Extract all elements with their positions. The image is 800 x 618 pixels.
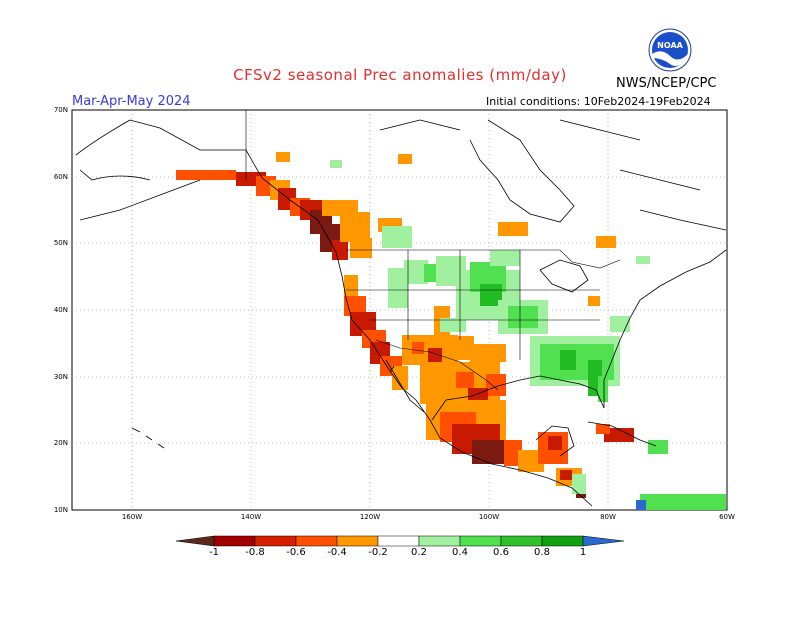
dry-anomaly-shading xyxy=(176,152,634,498)
colorbar-label: 0.4 xyxy=(452,547,468,558)
colorbar-label: -0.2 xyxy=(368,547,388,558)
lat-label: 60N xyxy=(53,173,68,181)
lat-label: 50N xyxy=(53,239,68,247)
lon-label: 100W xyxy=(478,513,500,521)
lat-label: 30N xyxy=(53,373,68,381)
lat-label: 40N xyxy=(53,306,68,314)
colorbar-label: 0.2 xyxy=(411,547,427,558)
lat-label: 10N xyxy=(53,506,68,514)
colorbar-label: -0.8 xyxy=(245,547,265,558)
initial-conditions-label: Initial conditions: 10Feb2024-19Feb2024 xyxy=(486,95,711,108)
colorbar-label: -1 xyxy=(209,547,219,558)
political-borders xyxy=(245,110,621,391)
colorbar-label: 0.6 xyxy=(493,547,509,558)
colorbar-label: -0.6 xyxy=(286,547,306,558)
season-label: Mar-Apr-May 2024 xyxy=(72,94,191,109)
lon-label: 120W xyxy=(359,513,381,521)
map-title: CFSv2 seasonal Prec anomalies (mm/day) xyxy=(233,66,567,84)
coastlines xyxy=(75,119,727,507)
noaa-logo: NOAA xyxy=(648,28,692,72)
colorbar-label: 0.8 xyxy=(534,547,550,558)
colorbar-arrow-low xyxy=(175,535,215,547)
lon-label: 80W xyxy=(600,513,616,521)
agency-label: NWS/NCEP/CPC xyxy=(616,76,717,91)
svg-text:NOAA: NOAA xyxy=(657,41,683,50)
lat-label: 20N xyxy=(53,439,68,447)
colorbar-arrow-high xyxy=(582,535,625,547)
lat-label: 70N xyxy=(53,106,68,114)
lon-label: 140W xyxy=(240,513,262,521)
lon-label: 160W xyxy=(121,513,143,521)
wet-anomaly-shading xyxy=(330,160,726,510)
colorbar-label: -0.4 xyxy=(327,547,347,558)
lon-label: 60W xyxy=(719,513,735,521)
colorbar-label: 1 xyxy=(579,547,587,558)
